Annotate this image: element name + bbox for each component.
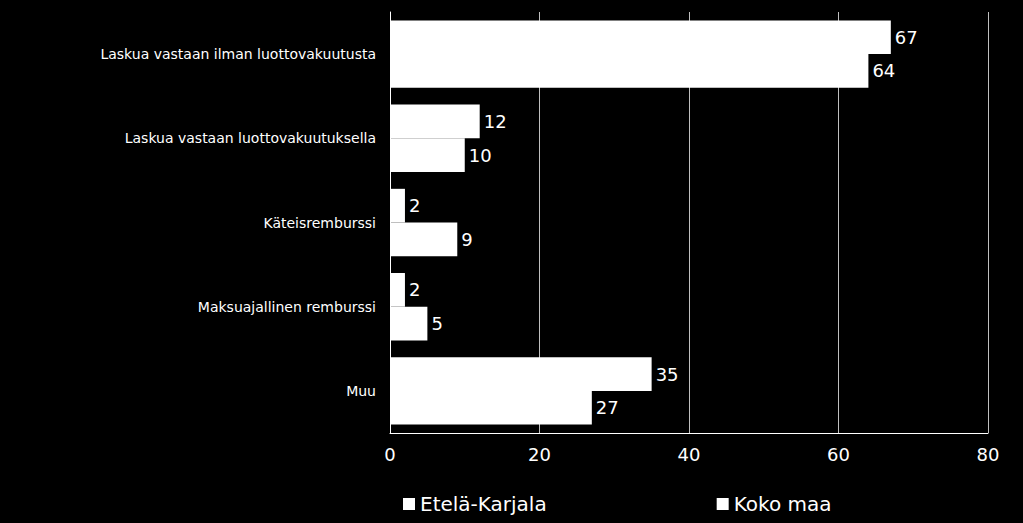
svg-text:20: 20 xyxy=(528,444,551,465)
svg-text:Maksuajallinen remburssi: Maksuajallinen remburssi xyxy=(198,299,376,315)
svg-text:2: 2 xyxy=(409,195,420,216)
svg-text:Koko maa: Koko maa xyxy=(734,492,832,516)
svg-text:67: 67 xyxy=(895,27,918,48)
svg-text:5: 5 xyxy=(431,313,442,334)
svg-text:60: 60 xyxy=(827,444,850,465)
svg-text:Etelä-Karjala: Etelä-Karjala xyxy=(420,492,547,516)
svg-text:Laskua vastaan luottovakuutuks: Laskua vastaan luottovakuutuksella xyxy=(125,130,376,146)
svg-text:64: 64 xyxy=(872,60,895,81)
svg-text:0: 0 xyxy=(384,444,395,465)
svg-text:35: 35 xyxy=(656,364,679,385)
svg-text:10: 10 xyxy=(469,145,492,166)
svg-text:2: 2 xyxy=(409,279,420,300)
svg-text:40: 40 xyxy=(678,444,701,465)
svg-text:27: 27 xyxy=(596,397,619,418)
svg-text:9: 9 xyxy=(461,229,472,250)
svg-text:Laskua vastaan ilman luottovak: Laskua vastaan ilman luottovakuutusta xyxy=(100,46,376,62)
svg-text:80: 80 xyxy=(977,444,1000,465)
svg-text:Käteisremburssi: Käteisremburssi xyxy=(264,215,377,231)
svg-text:12: 12 xyxy=(484,111,507,132)
svg-text:Muu: Muu xyxy=(346,383,376,399)
